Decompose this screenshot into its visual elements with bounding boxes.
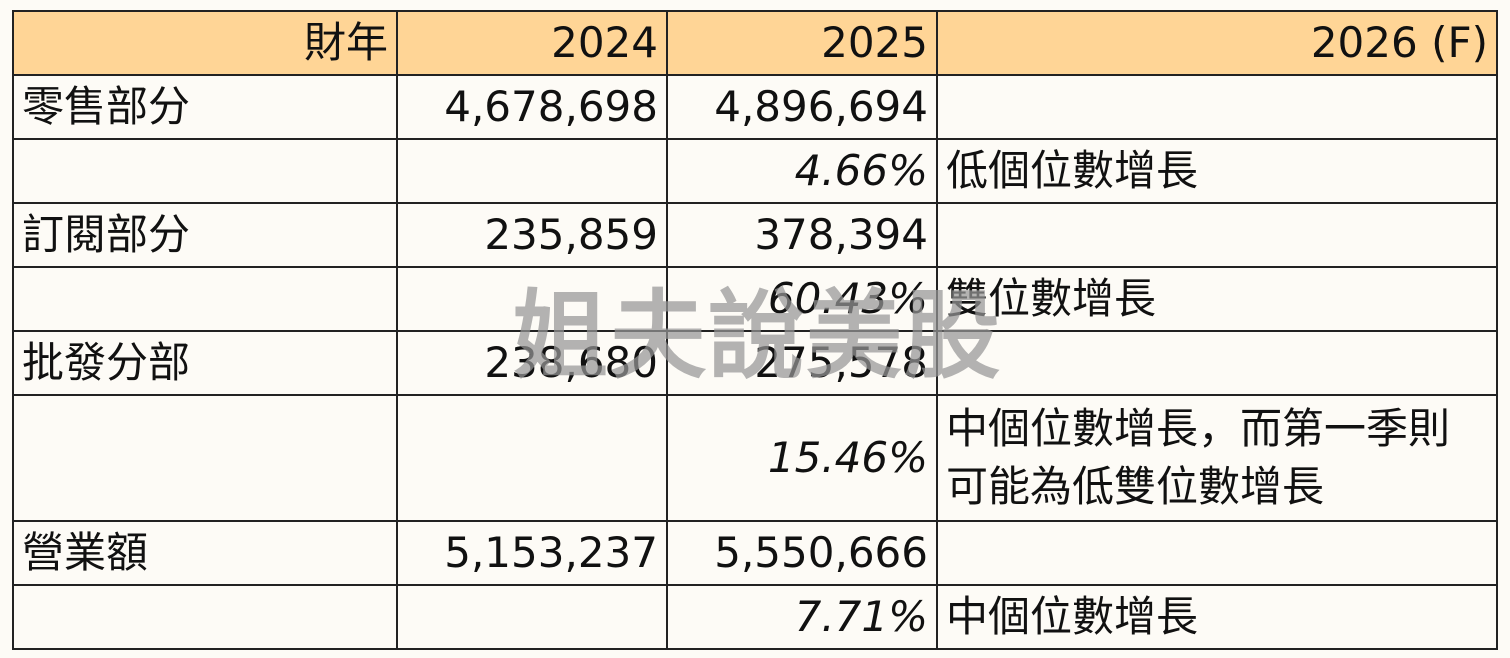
- table-row: 零售部分 4,678,698 4,896,694: [12, 74, 1498, 140]
- table-row: 60.43% 雙位數增長: [12, 266, 1498, 332]
- row-label: [12, 394, 398, 522]
- table-row: 營業額 5,153,237 5,550,666: [12, 520, 1498, 586]
- forecast-note: 中個位數增長: [936, 584, 1498, 650]
- value-2025: 5,550,666: [666, 520, 938, 586]
- row-label: [12, 584, 398, 650]
- growth-percent: 7.71%: [666, 584, 938, 650]
- value-2025: 4,896,694: [666, 74, 938, 140]
- row-label: 訂閱部分: [12, 202, 398, 268]
- row-label: [12, 266, 398, 332]
- header-row: 財年 2024 2025 2026 (F): [12, 10, 1498, 76]
- growth-percent: 15.46%: [666, 394, 938, 522]
- row-label: 批發分部: [12, 330, 398, 396]
- header-2026f: 2026 (F): [936, 10, 1498, 76]
- value-2024: 238,680: [396, 330, 668, 396]
- growth-percent: 60.43%: [666, 266, 938, 332]
- value-2024: [396, 138, 668, 204]
- value-2025: 275,578: [666, 330, 938, 396]
- table-row: 4.66% 低個位數增長: [12, 138, 1498, 204]
- value-2024: [396, 584, 668, 650]
- financial-table: 財年 2024 2025 2026 (F) 零售部分 4,678,698 4,8…: [12, 10, 1498, 650]
- forecast-note: [936, 330, 1498, 396]
- header-2025: 2025: [666, 10, 938, 76]
- value-2024: [396, 394, 668, 522]
- forecast-note: [936, 74, 1498, 140]
- table-row: 訂閱部分 235,859 378,394: [12, 202, 1498, 268]
- row-label: 營業額: [12, 520, 398, 586]
- value-2024: [396, 266, 668, 332]
- forecast-note: 中個位數增長，而第一季則可能為低雙位數增長: [936, 394, 1498, 522]
- value-2024: 5,153,237: [396, 520, 668, 586]
- value-2025: 378,394: [666, 202, 938, 268]
- row-label: [12, 138, 398, 204]
- value-2024: 4,678,698: [396, 74, 668, 140]
- value-2024: 235,859: [396, 202, 668, 268]
- forecast-note: 雙位數增長: [936, 266, 1498, 332]
- forecast-note: [936, 520, 1498, 586]
- growth-percent: 4.66%: [666, 138, 938, 204]
- table-row: 批發分部 238,680 275,578: [12, 330, 1498, 396]
- table-row: 7.71% 中個位數增長: [12, 584, 1498, 650]
- forecast-note: 低個位數增長: [936, 138, 1498, 204]
- table-row: 15.46% 中個位數增長，而第一季則可能為低雙位數增長: [12, 394, 1498, 522]
- forecast-note: [936, 202, 1498, 268]
- header-2024: 2024: [396, 10, 668, 76]
- row-label: 零售部分: [12, 74, 398, 140]
- header-fiscal-year: 財年: [12, 10, 398, 76]
